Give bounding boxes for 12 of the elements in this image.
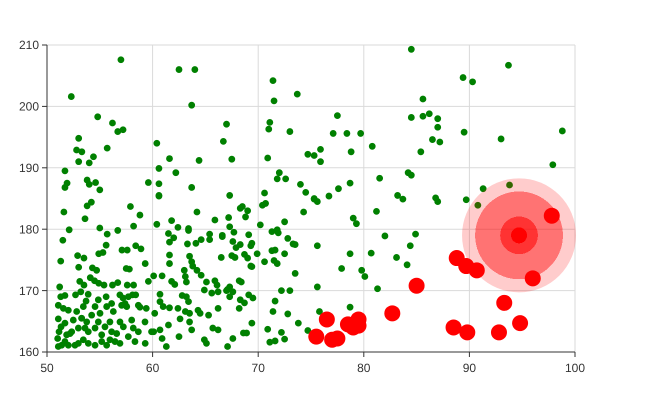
y-tick-label: 180 (18, 222, 40, 236)
y-tick-label: 210 (18, 38, 40, 52)
x-tick-label: 90 (462, 361, 476, 375)
y-tick-label: 200 (18, 100, 40, 114)
y-tick-label: 160 (18, 345, 40, 360)
x-tick-label: 50 (40, 361, 54, 375)
x-tick-label: 100 (564, 361, 586, 375)
y-tick-label: 170 (18, 284, 40, 298)
x-tick-label: 80 (357, 361, 371, 375)
y-tick-label: 190 (18, 161, 40, 175)
x-tick-label: 60 (146, 361, 160, 375)
x-tick-label: 70 (252, 361, 266, 375)
